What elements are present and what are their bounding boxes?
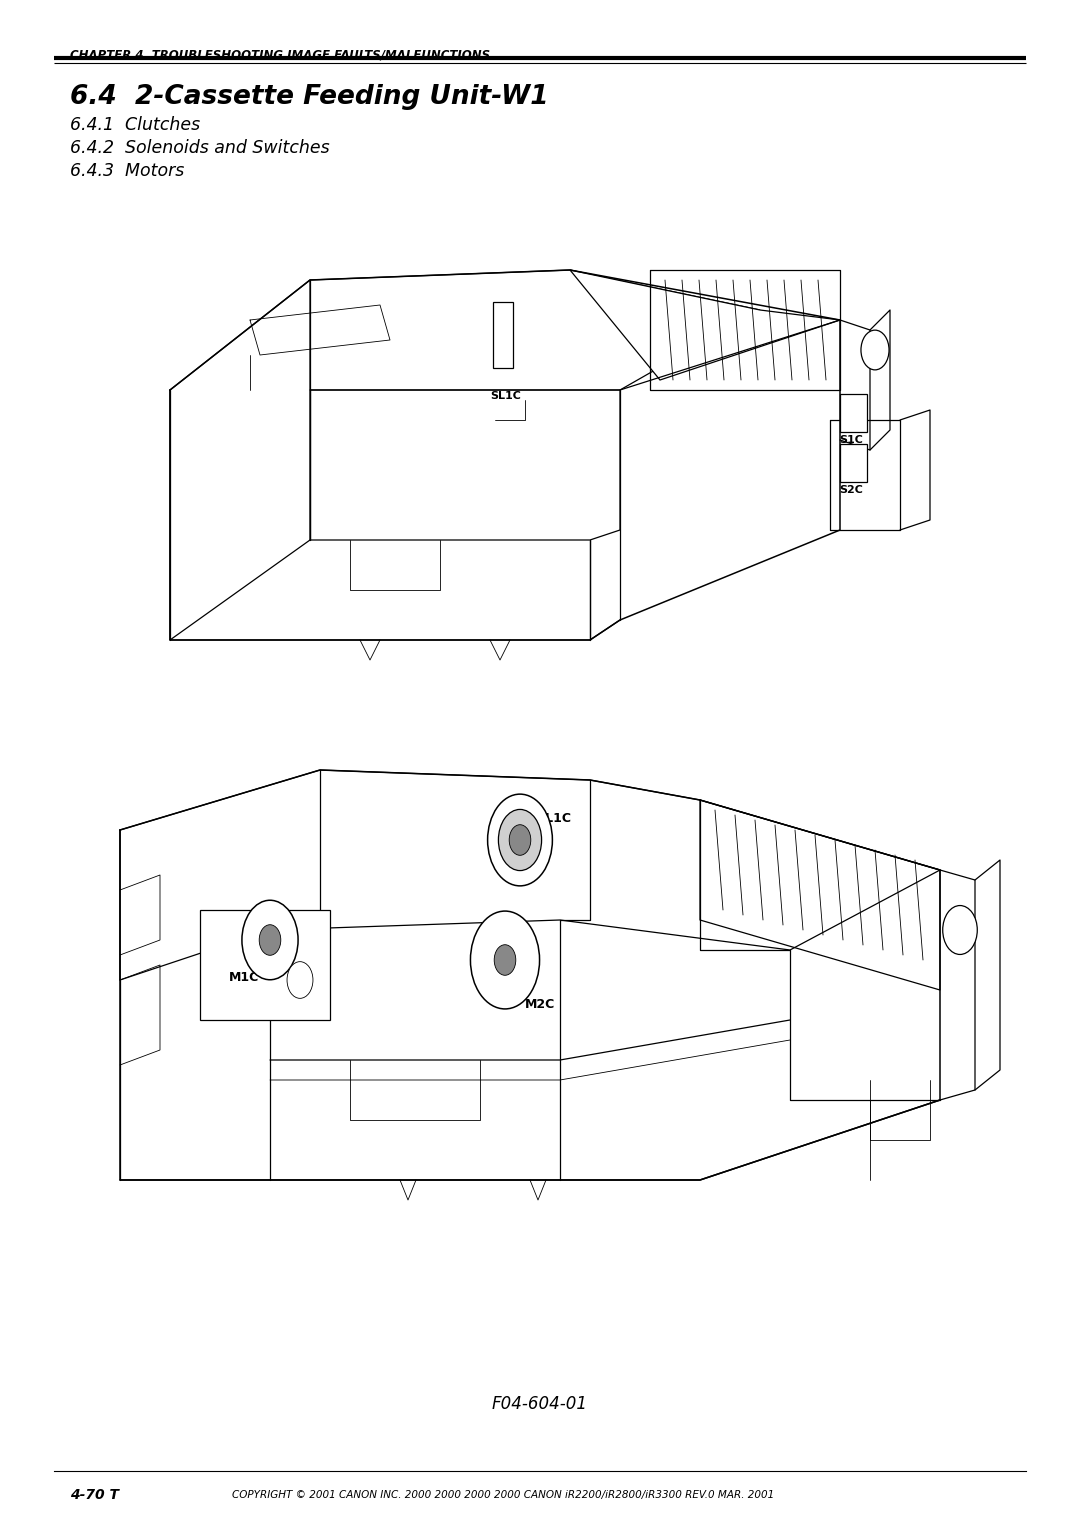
Circle shape <box>487 794 552 885</box>
Text: F04-604-01: F04-604-01 <box>492 1394 588 1413</box>
Text: CHAPTER 4  TROUBLESHOOTING IMAGE FAULTS/MALFUNCTIONS: CHAPTER 4 TROUBLESHOOTING IMAGE FAULTS/M… <box>70 47 490 61</box>
Text: S1C: S1C <box>839 436 864 445</box>
Text: 6.4.3  Motors: 6.4.3 Motors <box>70 162 185 180</box>
Circle shape <box>471 911 540 1009</box>
Polygon shape <box>170 280 310 641</box>
Text: M1C: M1C <box>229 971 259 983</box>
Circle shape <box>495 945 516 976</box>
Polygon shape <box>492 301 513 367</box>
Circle shape <box>498 809 541 870</box>
Circle shape <box>287 962 313 998</box>
Text: 6.4.1  Clutches: 6.4.1 Clutches <box>70 116 200 135</box>
Polygon shape <box>839 394 866 433</box>
Polygon shape <box>839 443 866 482</box>
Circle shape <box>861 330 889 370</box>
Polygon shape <box>200 910 330 1020</box>
Polygon shape <box>310 271 760 390</box>
Circle shape <box>259 925 281 956</box>
Circle shape <box>242 901 298 980</box>
Text: 4-70 T: 4-70 T <box>70 1488 119 1503</box>
Text: SL1C: SL1C <box>490 390 522 401</box>
Text: 6.4.2  Solenoids and Switches: 6.4.2 Solenoids and Switches <box>70 139 329 157</box>
Polygon shape <box>570 271 840 381</box>
Text: S2C: S2C <box>839 485 864 495</box>
Text: CL1C: CL1C <box>536 812 571 824</box>
Text: COPYRIGHT © 2001 CANON INC. 2000 2000 2000 2000 CANON iR2200/iR2800/iR3300 REV.0: COPYRIGHT © 2001 CANON INC. 2000 2000 20… <box>232 1491 774 1500</box>
Text: 6.4  2-Cassette Feeding Unit-W1: 6.4 2-Cassette Feeding Unit-W1 <box>70 84 549 110</box>
Circle shape <box>509 824 530 855</box>
Circle shape <box>943 905 977 954</box>
Text: M2C: M2C <box>525 998 555 1011</box>
